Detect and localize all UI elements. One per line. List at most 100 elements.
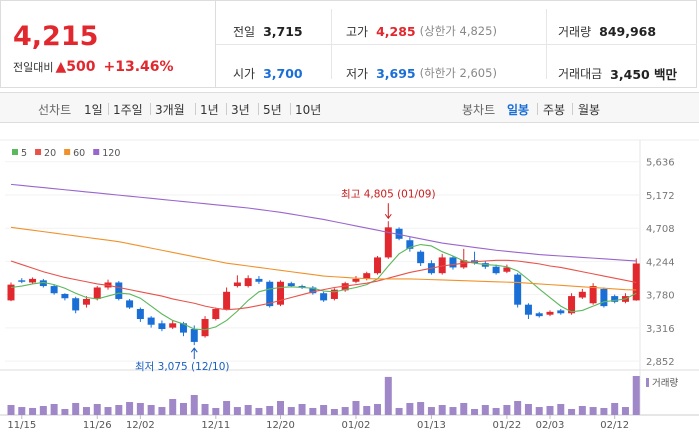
- volume-bar: [190, 394, 198, 415]
- candle-period-button[interactable]: 월봉: [578, 103, 601, 117]
- candle-body: [492, 266, 500, 274]
- volume-bar: [557, 403, 565, 415]
- candle-body: [201, 319, 209, 337]
- volume-bar: [266, 406, 274, 415]
- volume-bar: [503, 404, 511, 415]
- stat: 고가 4,285 (상한가 4,825): [346, 21, 497, 41]
- candle-body: [266, 281, 274, 307]
- separator: [258, 103, 259, 115]
- volume-bar: [50, 403, 58, 415]
- candle-body: [126, 300, 134, 308]
- stat-label: 전일: [233, 24, 256, 39]
- legend-label: 20: [44, 148, 56, 159]
- candle-period-button[interactable]: 주봉: [543, 103, 566, 117]
- change: ▲500: [55, 59, 96, 75]
- volume-label: 거래량: [652, 377, 678, 389]
- candle-body: [223, 291, 231, 309]
- candle-body: [406, 240, 414, 249]
- toolbar: 선차트 1일 1주일 3개월 1년 3년 5년 10년 봉차트 일봉 주봉 월봉: [0, 92, 699, 123]
- candle-body: [158, 323, 166, 330]
- period-button[interactable]: 1일: [84, 103, 103, 117]
- volume-bar: [147, 404, 155, 415]
- ma-line: [10, 183, 637, 262]
- candle-body: [352, 278, 360, 282]
- y-tick-label: 2,852: [646, 357, 675, 368]
- stat-value: 3,700: [263, 65, 303, 81]
- volume-bar: [460, 402, 468, 415]
- x-tick-label: 01/13: [417, 420, 446, 431]
- volume-bar: [29, 407, 37, 415]
- volume-bar: [7, 404, 15, 415]
- candle-body: [460, 260, 468, 268]
- volume-bar: [481, 404, 489, 415]
- candle-body: [233, 282, 241, 287]
- volume-bar: [427, 407, 435, 415]
- legend-label: 5: [21, 148, 27, 159]
- volume-bar: [514, 401, 522, 415]
- y-tick-label: 3,780: [646, 291, 675, 302]
- stat: 거래량 849,968: [558, 21, 656, 41]
- quote-header: 4,215 전일대비 ▲500 +13.46% 전일 3,715 고가 4,285 (상…: [0, 0, 697, 88]
- change-row: 전일대비 ▲500 +13.46%: [13, 59, 174, 75]
- candle-body: [39, 280, 47, 287]
- separator: [290, 103, 291, 115]
- period-button[interactable]: 1주일: [113, 103, 143, 117]
- x-tick-label: 02/03: [536, 420, 565, 431]
- stat-value: 3,695: [376, 65, 416, 81]
- volume-bar: [18, 407, 26, 415]
- stat-value: 3,715: [263, 23, 303, 39]
- volume-bar: [61, 408, 69, 415]
- legend-swatch: [93, 149, 100, 155]
- volume-bar: [212, 407, 220, 415]
- volume-bar: [169, 398, 177, 415]
- separator: [150, 103, 151, 115]
- candle-body: [298, 286, 306, 288]
- chart: 2,852 3,316 3,780 4,244 4,708 5,172 5,636 5 20 60…: [0, 139, 699, 431]
- period-button[interactable]: 3개월: [155, 103, 185, 117]
- volume-bar: [578, 406, 586, 415]
- candle-period-button[interactable]: 일봉: [507, 103, 530, 117]
- volume-bar: [492, 407, 500, 415]
- period-button[interactable]: 3년: [231, 103, 250, 117]
- volume-bar: [568, 408, 576, 415]
- candle-body: [244, 278, 252, 287]
- candle-body: [363, 273, 371, 279]
- candle-body: [384, 227, 392, 258]
- legend-label: 120: [102, 148, 120, 159]
- low-arrow: [190, 347, 198, 360]
- divider: [215, 1, 216, 87]
- period-button[interactable]: 1년: [200, 103, 219, 117]
- candle-body: [29, 278, 37, 283]
- candle-body: [546, 311, 554, 315]
- volume-bar: [471, 408, 479, 415]
- legend-swatch: [64, 149, 71, 155]
- volume-bar: [449, 407, 457, 415]
- candle-body: [287, 283, 295, 287]
- separator: [108, 103, 109, 115]
- candle-body: [341, 283, 349, 291]
- y-tick-label: 5,636: [646, 158, 675, 169]
- candle-body: [611, 296, 619, 302]
- volume-legend-swatch: [646, 378, 649, 387]
- y-tick-label: 5,172: [646, 191, 675, 202]
- stat-note: (상한가 4,825): [419, 24, 497, 38]
- candle-body: [50, 286, 58, 294]
- volume-bar: [39, 406, 47, 415]
- candle-body: [309, 287, 317, 294]
- x-tick-label: 02/12: [600, 420, 629, 431]
- candle-body: [18, 280, 26, 282]
- period-button[interactable]: 10년: [295, 103, 322, 117]
- volume-bar: [82, 407, 90, 415]
- ma-line: [10, 259, 637, 311]
- stat-note: (하한가 2,605): [419, 66, 497, 80]
- candle-body: [93, 287, 101, 299]
- x-tick-label: 12/11: [201, 420, 230, 431]
- volume-bar: [298, 403, 306, 415]
- period-button[interactable]: 5년: [263, 103, 282, 117]
- separator: [572, 103, 573, 115]
- candle-body: [578, 291, 586, 298]
- volume-bar: [438, 404, 446, 415]
- ma-line: [10, 226, 637, 291]
- volume-bar: [115, 404, 123, 415]
